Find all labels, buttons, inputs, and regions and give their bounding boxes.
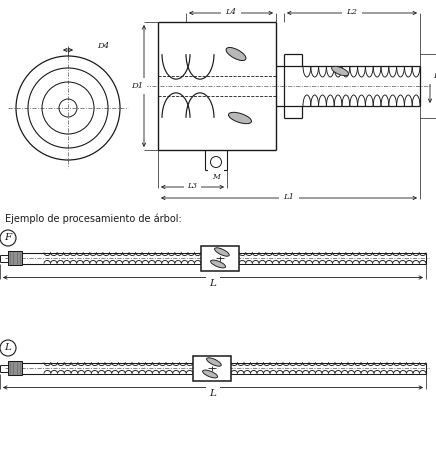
Text: Ejemplo de procesamiento de árbol:: Ejemplo de procesamiento de árbol: (5, 213, 182, 224)
Bar (201, 245, 239, 270)
Ellipse shape (226, 48, 246, 61)
Bar (8, 361, 22, 375)
Text: D: D (433, 72, 436, 80)
Text: F: F (4, 233, 12, 243)
Bar (8, 251, 22, 265)
Ellipse shape (215, 248, 229, 256)
Bar (193, 356, 231, 381)
Text: L4: L4 (225, 8, 236, 16)
Text: L1: L1 (283, 193, 294, 201)
Text: D1: D1 (131, 82, 143, 90)
Bar (201, 245, 239, 270)
Bar (193, 356, 231, 381)
Text: L3: L3 (187, 182, 198, 190)
Text: L2: L2 (347, 8, 358, 16)
Text: M: M (212, 173, 220, 181)
Ellipse shape (203, 370, 218, 378)
Text: D4: D4 (97, 42, 109, 50)
Text: L: L (210, 388, 216, 398)
Ellipse shape (228, 113, 252, 124)
Ellipse shape (331, 66, 348, 75)
Text: L: L (4, 344, 11, 352)
Text: L: L (210, 279, 216, 288)
Ellipse shape (211, 260, 225, 268)
Ellipse shape (207, 358, 221, 366)
